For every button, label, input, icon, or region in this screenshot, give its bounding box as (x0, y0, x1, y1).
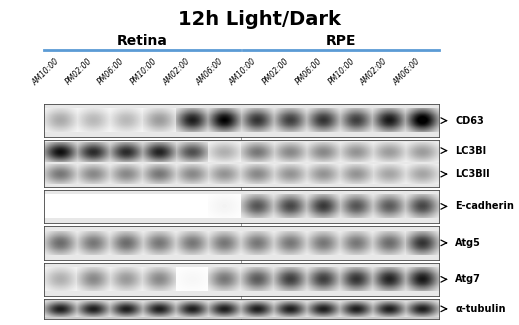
Text: PM10:00: PM10:00 (326, 57, 357, 87)
Text: PM02:00: PM02:00 (261, 57, 291, 87)
Text: E-cadherin: E-cadherin (455, 202, 514, 212)
Text: AM02:00: AM02:00 (161, 57, 192, 87)
Text: Atg7: Atg7 (455, 274, 481, 284)
Text: AM06:00: AM06:00 (392, 57, 422, 87)
Text: PM06:00: PM06:00 (294, 57, 323, 87)
Text: PM02:00: PM02:00 (63, 57, 93, 87)
Text: LC3BI: LC3BI (455, 146, 486, 156)
Text: AM10:00: AM10:00 (30, 57, 61, 87)
Text: AM10:00: AM10:00 (227, 57, 258, 87)
Text: AM06:00: AM06:00 (195, 57, 225, 87)
Text: Atg5: Atg5 (455, 238, 481, 248)
Text: 12h Light/Dark: 12h Light/Dark (178, 10, 341, 29)
Text: AM02:00: AM02:00 (359, 57, 389, 87)
Text: LC3BII: LC3BII (455, 169, 490, 179)
Text: Retina: Retina (117, 33, 168, 48)
Text: RPE: RPE (326, 33, 356, 48)
Text: PM10:00: PM10:00 (129, 57, 159, 87)
Text: CD63: CD63 (455, 116, 484, 126)
Text: PM06:00: PM06:00 (97, 57, 126, 87)
Text: α-tubulin: α-tubulin (455, 304, 506, 314)
